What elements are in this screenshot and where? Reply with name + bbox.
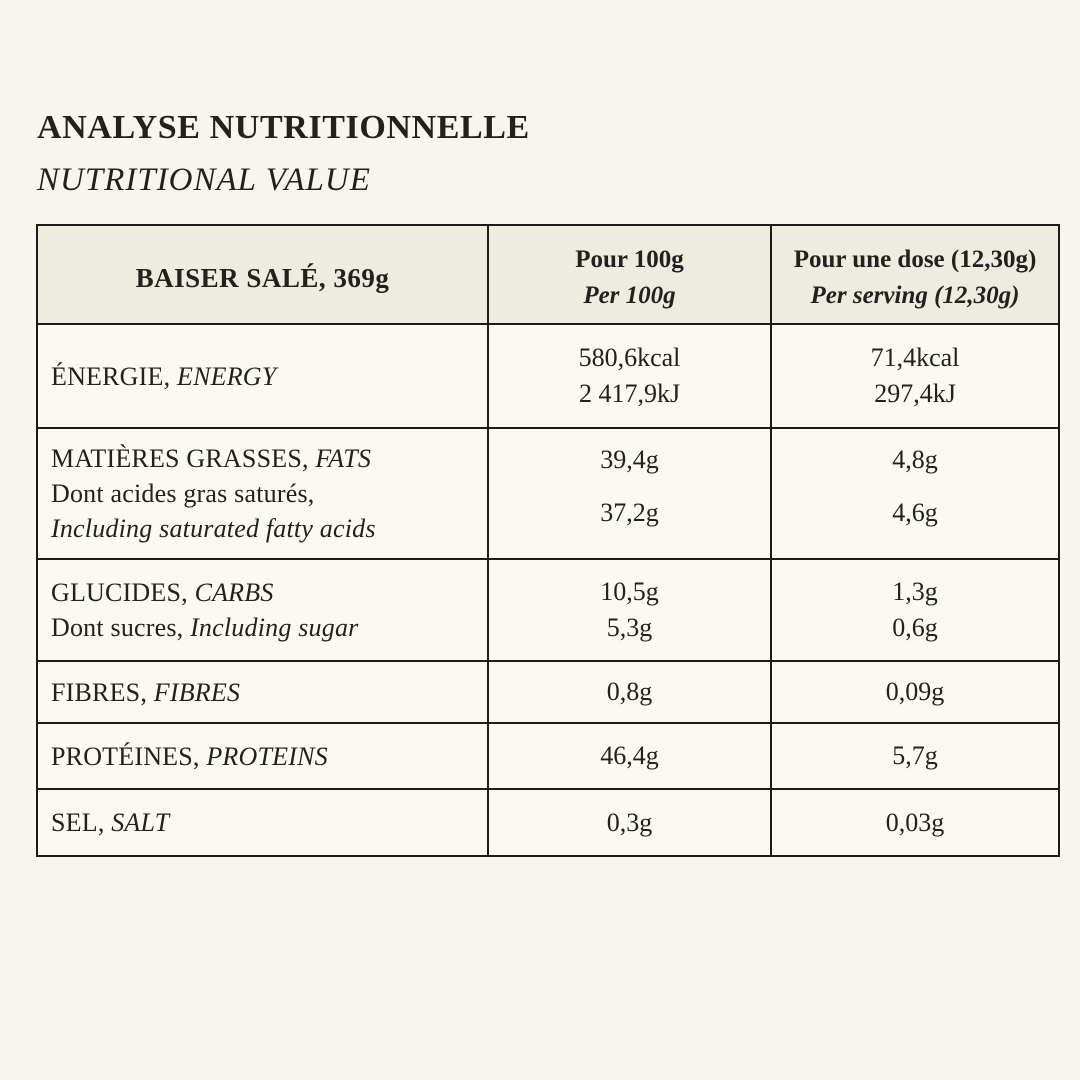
col-header-per-100g-fr: Pour 100g — [575, 245, 684, 273]
carbs-per-100g-cell: 10,5g 5,3g — [487, 558, 772, 662]
fibres-label-cell: FIBRES, FIBRES — [36, 660, 489, 724]
row-energy: ÉNERGIE, ENERGY 580,6kcal 2 417,9kJ 71,4… — [36, 323, 1060, 429]
label-line: MATIÈRES GRASSES, FATS — [51, 444, 372, 473]
label-line: Including saturated fatty acids — [51, 514, 376, 543]
row-carbs: GLUCIDES, CARBS Dont sucres, Including s… — [36, 558, 1060, 662]
fats-per-100g-cell: 39,4g 37,2g — [487, 427, 772, 560]
value-line: 39,4g — [600, 445, 659, 474]
row-salt: SEL, SALT 0,3g 0,03g — [36, 788, 1060, 857]
label-line: FIBRES, FIBRES — [51, 677, 241, 707]
label-line: Dont acides gras saturés, — [51, 479, 315, 508]
energy-label-cell: ÉNERGIE, ENERGY — [36, 323, 489, 429]
value-line: 0,03g — [885, 807, 945, 837]
value-line: 580,6kcal — [578, 343, 681, 372]
row-fats: MATIÈRES GRASSES, FATS Dont acides gras … — [36, 427, 1060, 560]
value-line: 0,8g — [606, 677, 653, 706]
label-line: ÉNERGIE, ENERGY — [51, 361, 277, 391]
label-line: SEL, SALT — [51, 808, 170, 837]
label-line: Dont sucres, Including sugar — [51, 613, 359, 642]
label-line: GLUCIDES, CARBS — [51, 578, 274, 607]
salt-label-cell: SEL, SALT — [36, 788, 489, 857]
value-line: 1,3g — [892, 577, 938, 606]
table-header-row: BAISER SALÉ, 369g Pour 100g Per 100g Pou… — [36, 224, 1060, 325]
value-line: 297,4kJ — [874, 379, 956, 408]
product-name-cell: BAISER SALÉ, 369g — [36, 224, 489, 325]
row-fibres: FIBRES, FIBRES 0,8g 0,09g — [36, 660, 1060, 724]
value-line: 4,6g — [892, 498, 938, 527]
page-title-english: NUTRITIONAL VALUE — [37, 162, 371, 198]
col-header-per-serving: Pour une dose (12,30g) Per serving (12,3… — [770, 224, 1060, 325]
value-line: 0,3g — [606, 807, 653, 837]
energy-per-serving-cell: 71,4kcal 297,4kJ — [770, 323, 1060, 429]
nutrition-table: BAISER SALÉ, 369g Pour 100g Per 100g Pou… — [36, 224, 1060, 857]
value-line: 2 417,9kJ — [578, 379, 681, 408]
col-header-per-serving-en: Per serving (12,30g) — [810, 281, 1020, 309]
fibres-per-100g-cell: 0,8g — [487, 660, 772, 724]
energy-per-100g-cell: 580,6kcal 2 417,9kJ — [487, 323, 772, 429]
salt-per-100g-cell: 0,3g — [487, 788, 772, 857]
salt-per-serving-cell: 0,03g — [770, 788, 1060, 857]
value-line: 46,4g — [600, 741, 659, 770]
col-header-per-100g-en: Per 100g — [583, 281, 676, 309]
value-line: 5,3g — [606, 613, 653, 642]
fibres-per-serving-cell: 0,09g — [770, 660, 1060, 724]
value-line: 71,4kcal — [870, 343, 960, 372]
row-proteins: PROTÉINES, PROTEINS 46,4g 5,7g — [36, 722, 1060, 790]
value-line: 37,2g — [600, 498, 659, 527]
value-line: 4,8g — [892, 445, 938, 474]
value-line: 0,09g — [885, 677, 945, 706]
value-line: 5,7g — [892, 741, 938, 770]
proteins-label-cell: PROTÉINES, PROTEINS — [36, 722, 489, 790]
carbs-per-serving-cell: 1,3g 0,6g — [770, 558, 1060, 662]
fats-label-cell: MATIÈRES GRASSES, FATS Dont acides gras … — [36, 427, 489, 560]
proteins-per-serving-cell: 5,7g — [770, 722, 1060, 790]
product-name: BAISER SALÉ, 369g — [135, 262, 390, 293]
fats-per-serving-cell: 4,8g 4,6g — [770, 427, 1060, 560]
label-line: PROTÉINES, PROTEINS — [51, 741, 328, 771]
carbs-label-cell: GLUCIDES, CARBS Dont sucres, Including s… — [36, 558, 489, 662]
col-header-per-serving-fr: Pour une dose (12,30g) — [793, 245, 1037, 273]
proteins-per-100g-cell: 46,4g — [487, 722, 772, 790]
value-line: 10,5g — [600, 577, 659, 606]
page-title-french: ANALYSE NUTRITIONNELLE — [37, 109, 530, 146]
col-header-per-100g: Pour 100g Per 100g — [487, 224, 772, 325]
value-line: 0,6g — [892, 613, 938, 642]
